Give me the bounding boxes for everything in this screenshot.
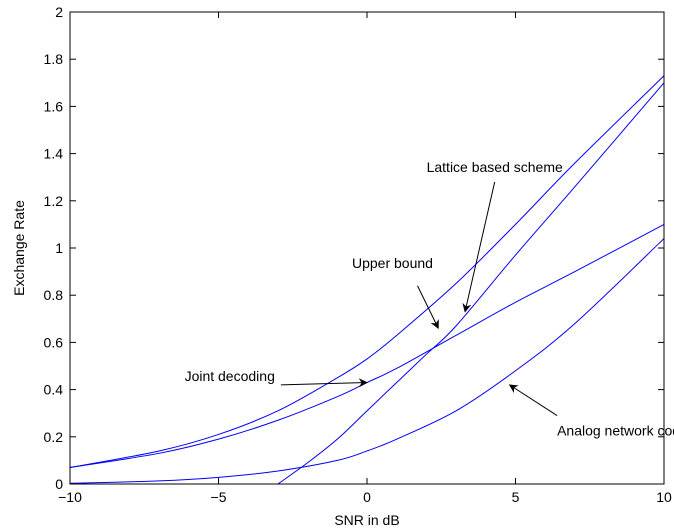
x-tick-label: 5 [512, 489, 520, 505]
y-tick-label: 1.6 [44, 98, 64, 114]
annotation-arrow-joint [280, 378, 368, 388]
y-tick-label: 1 [55, 240, 63, 256]
x-tick-label: 10 [656, 489, 672, 505]
y-tick-label: 1.2 [44, 193, 64, 209]
annotation-layer: Lattice based scheme Upper bound Joint dec… [185, 159, 674, 439]
annotation-label-joint: Joint decoding [185, 368, 275, 384]
series-line-upper [69, 75, 665, 468]
tick-layer: −10 −5 0 5 10 0 0.2 0.4 0.6 0.8 1 1.2 1.4 1.6 1.8 2 [44, 4, 672, 505]
y-tick-label: 0.6 [44, 334, 64, 350]
annotation-label-lattice: Lattice based scheme [427, 159, 563, 175]
y-tick-label: 0.8 [44, 287, 64, 303]
series-line-analog [69, 238, 665, 484]
series-line-joint [69, 223, 665, 468]
y-tick-label: 1.8 [44, 51, 64, 67]
y-tick-label: 2 [55, 4, 63, 20]
plot-background [70, 12, 664, 484]
y-tick-label: 0.4 [44, 382, 64, 398]
x-tick-label: 0 [363, 489, 371, 505]
series-layer [69, 75, 665, 485]
annotation-label-analog: Analog network coding [557, 423, 674, 439]
series-line-lattice [277, 82, 665, 485]
annotation-arrow-lattice [462, 181, 496, 313]
annotation-arrow-upper [417, 285, 439, 330]
x-tick-label: −10 [58, 489, 82, 505]
annotation-label-upper: Upper bound [352, 255, 433, 271]
x-axis-label: SNR in dB [334, 512, 399, 528]
annotation-arrow-analog [508, 384, 558, 416]
x-tick-label: −5 [211, 489, 227, 505]
y-axis-label: Exchange Rate [11, 200, 27, 296]
y-tick-label: 0.2 [44, 429, 64, 445]
y-tick-label: 1.4 [44, 146, 64, 162]
y-tick-label: 0 [55, 476, 63, 492]
